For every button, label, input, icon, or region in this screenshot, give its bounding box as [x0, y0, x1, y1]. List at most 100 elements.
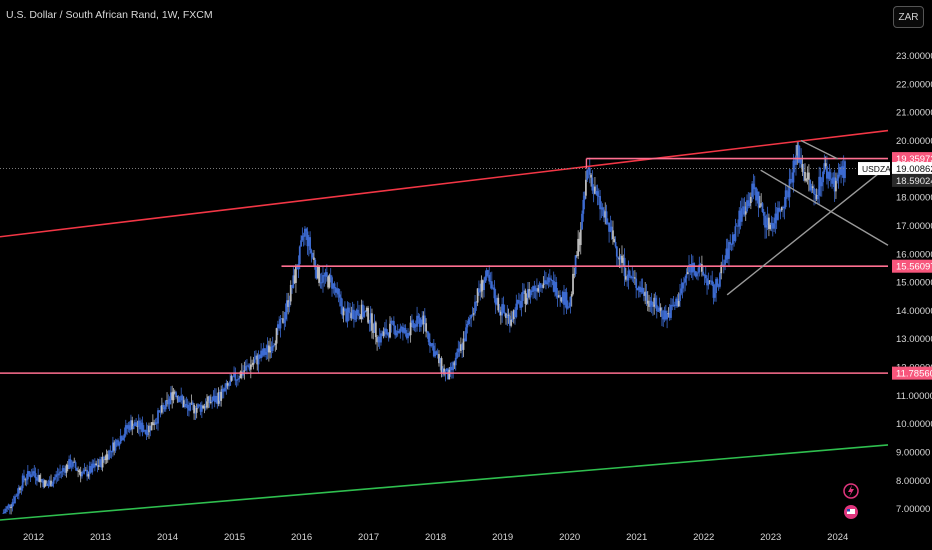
candle-body — [431, 343, 434, 346]
candle-body — [413, 324, 416, 328]
candle-body — [35, 478, 38, 481]
candle-body — [416, 315, 418, 327]
candle-body — [96, 465, 99, 467]
candle-body — [349, 312, 351, 314]
candle-body — [792, 160, 795, 183]
candle-body — [816, 195, 819, 200]
candle-body — [536, 288, 538, 292]
candle-body — [146, 432, 149, 436]
currency-button[interactable]: ZAR — [893, 6, 924, 28]
triangle-line — [726, 165, 889, 296]
candle-body — [720, 264, 723, 274]
candle-body — [123, 433, 126, 438]
candle-body — [11, 502, 14, 508]
triangle-line — [800, 139, 839, 160]
candle-body — [252, 362, 255, 365]
candle-body — [66, 464, 69, 469]
candle-body — [233, 372, 235, 377]
candle-body — [525, 298, 528, 304]
candle-body — [50, 480, 52, 487]
candle-body — [627, 270, 630, 281]
candle-body — [284, 312, 287, 320]
candle-body — [117, 440, 119, 446]
candle-body — [46, 483, 49, 486]
candle-body — [119, 436, 122, 444]
price-tick-label: 9.00000 — [896, 448, 930, 459]
time-tick-label: 2018 — [425, 532, 446, 543]
candle-body — [756, 191, 759, 201]
candle-body — [559, 295, 562, 298]
candle-body — [435, 351, 438, 354]
candle-body — [499, 311, 502, 316]
candle-body — [742, 206, 745, 209]
candle-body — [175, 392, 177, 398]
candle-body — [827, 172, 830, 179]
candle-body — [102, 456, 105, 460]
candle-body — [69, 459, 72, 467]
candle-body — [733, 234, 736, 241]
candle-body — [83, 469, 86, 472]
candle-body — [390, 320, 393, 324]
candle-body — [766, 217, 769, 226]
candle-body — [426, 331, 429, 333]
candle-body — [248, 366, 251, 370]
candle-body — [476, 288, 479, 303]
candle-body — [688, 265, 690, 273]
candle-body — [363, 311, 366, 317]
candle-body — [208, 396, 211, 403]
candle-body — [565, 292, 568, 309]
candle-body — [635, 278, 638, 288]
candle-body — [605, 211, 608, 224]
candle-body — [730, 244, 733, 246]
lower-channel-line — [0, 444, 889, 521]
candle-body — [14, 496, 16, 504]
candle-body — [689, 264, 692, 266]
candle-body — [305, 228, 308, 232]
candle-body — [313, 257, 315, 261]
candle-body — [180, 395, 183, 401]
candle-body — [359, 316, 362, 320]
candle-body — [764, 215, 766, 228]
candle-body — [213, 395, 216, 402]
candle-body — [644, 291, 647, 296]
candle-body — [573, 273, 576, 275]
candle-body — [341, 306, 344, 316]
candle-body — [707, 281, 710, 286]
candle-body — [436, 353, 439, 355]
candle-body — [575, 255, 578, 257]
candle-body — [72, 461, 74, 467]
candle-body — [188, 408, 190, 411]
candle-body — [453, 362, 456, 366]
candle-body — [139, 420, 141, 430]
candle-body — [778, 207, 781, 212]
candle-body — [374, 322, 377, 338]
candle-body — [6, 506, 9, 509]
candle-body — [608, 222, 610, 232]
candle-body — [274, 343, 277, 346]
candle-body — [680, 288, 683, 294]
candle-body — [822, 171, 824, 183]
candle-body — [64, 468, 67, 473]
candle-body — [438, 354, 440, 364]
candle-body — [610, 226, 613, 231]
time-tick-label: 2017 — [358, 532, 379, 543]
candle-body — [797, 145, 800, 163]
candle-body — [840, 167, 842, 175]
candle-body — [604, 211, 607, 218]
candle-body — [572, 273, 574, 295]
candle-body — [454, 357, 457, 366]
candle-body — [469, 318, 471, 320]
candle-body — [322, 275, 324, 283]
candle-body — [52, 479, 55, 484]
candle-body — [641, 287, 644, 293]
price-axis: 7.000008.000009.0000010.0000011.0000012.… — [896, 51, 932, 515]
icons-layer — [843, 483, 859, 519]
candle-body — [385, 328, 388, 335]
candle-body — [171, 392, 174, 401]
candle-body — [768, 217, 770, 229]
candle-body — [810, 186, 813, 191]
lightning-icon[interactable] — [843, 483, 859, 499]
candle-body — [603, 209, 605, 218]
candle-body — [332, 283, 335, 289]
